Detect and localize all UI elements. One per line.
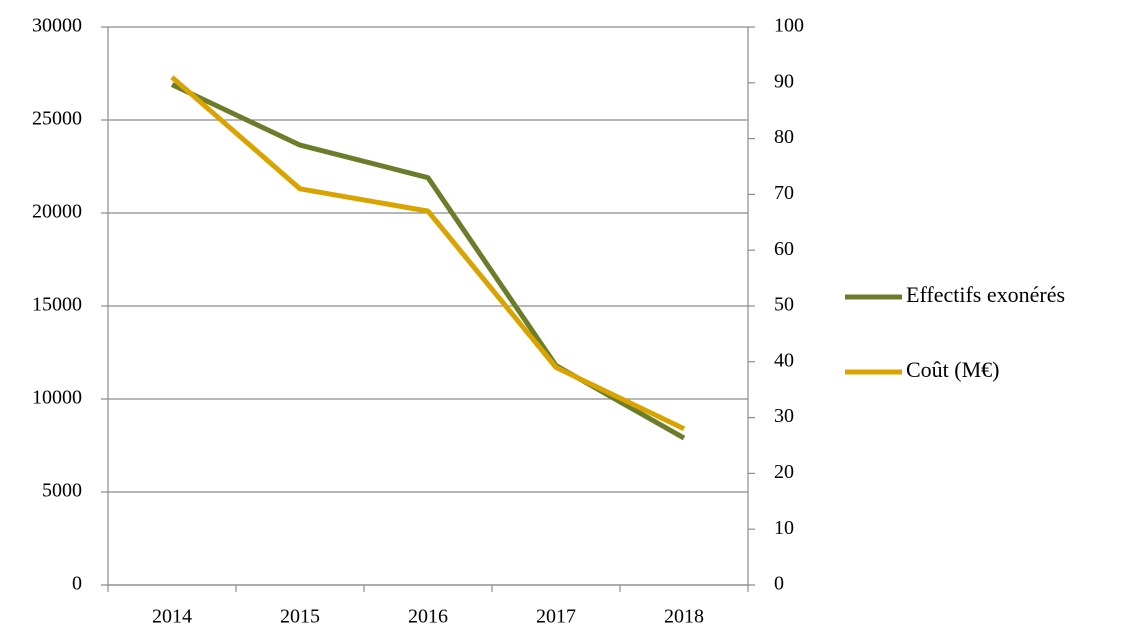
y-tick-label: 25000: [32, 108, 82, 130]
legend-label: Coût (M€): [906, 357, 1000, 382]
y-tick-label: 30000: [32, 15, 82, 37]
y-tick-label: 0: [72, 573, 82, 595]
y2-tick-label: 80: [774, 126, 794, 148]
y2-tick-label: 60: [774, 238, 794, 260]
y-tick-label: 10000: [32, 387, 82, 409]
y-tick-label: 5000: [42, 480, 82, 502]
y2-tick-label: 40: [774, 349, 794, 371]
y-tick-label: 20000: [32, 201, 82, 223]
y2-tick-label: 0: [774, 573, 784, 595]
y2-tick-label: 70: [774, 182, 794, 204]
y2-tick-label: 100: [774, 15, 804, 37]
x-tick-label: 2014: [152, 606, 192, 628]
y2-tick-label: 50: [774, 294, 794, 316]
y2-tick-label: 10: [774, 517, 794, 539]
legend-label: Effectifs exonérés: [906, 282, 1065, 307]
series-line: [170, 82, 686, 441]
y2-tick-label: 20: [774, 461, 794, 483]
y2-tick-label: 90: [774, 70, 794, 92]
series-line: [170, 75, 686, 432]
x-tick-label: 2017: [536, 606, 576, 628]
y-tick-label: 15000: [32, 294, 82, 316]
y2-tick-label: 30: [774, 405, 794, 427]
x-tick-label: 2018: [664, 606, 704, 628]
x-tick-label: 2016: [408, 606, 448, 628]
x-tick-label: 2015: [280, 606, 320, 628]
